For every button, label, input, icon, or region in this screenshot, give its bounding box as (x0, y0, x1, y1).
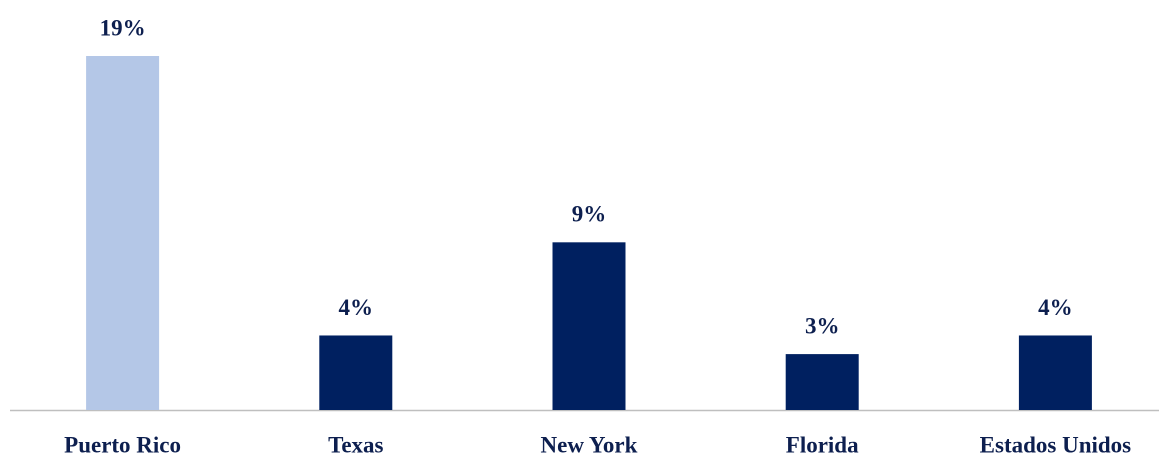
bar (785, 354, 859, 410)
value-label: 4% (339, 295, 374, 320)
bar (86, 56, 160, 410)
value-label: 19% (100, 15, 146, 40)
x-tick-label: Florida (786, 432, 859, 457)
bar (319, 335, 393, 410)
x-tick-label: Puerto Rico (64, 432, 181, 457)
bar (1018, 335, 1092, 410)
x-tick-label: New York (541, 432, 638, 457)
x-tick-label: Texas (328, 432, 383, 457)
bar (552, 242, 626, 410)
value-label: 9% (572, 202, 607, 227)
value-label: 3% (805, 313, 840, 338)
value-label: 4% (1038, 295, 1073, 320)
x-tick-label: Estados Unidos (980, 432, 1132, 457)
